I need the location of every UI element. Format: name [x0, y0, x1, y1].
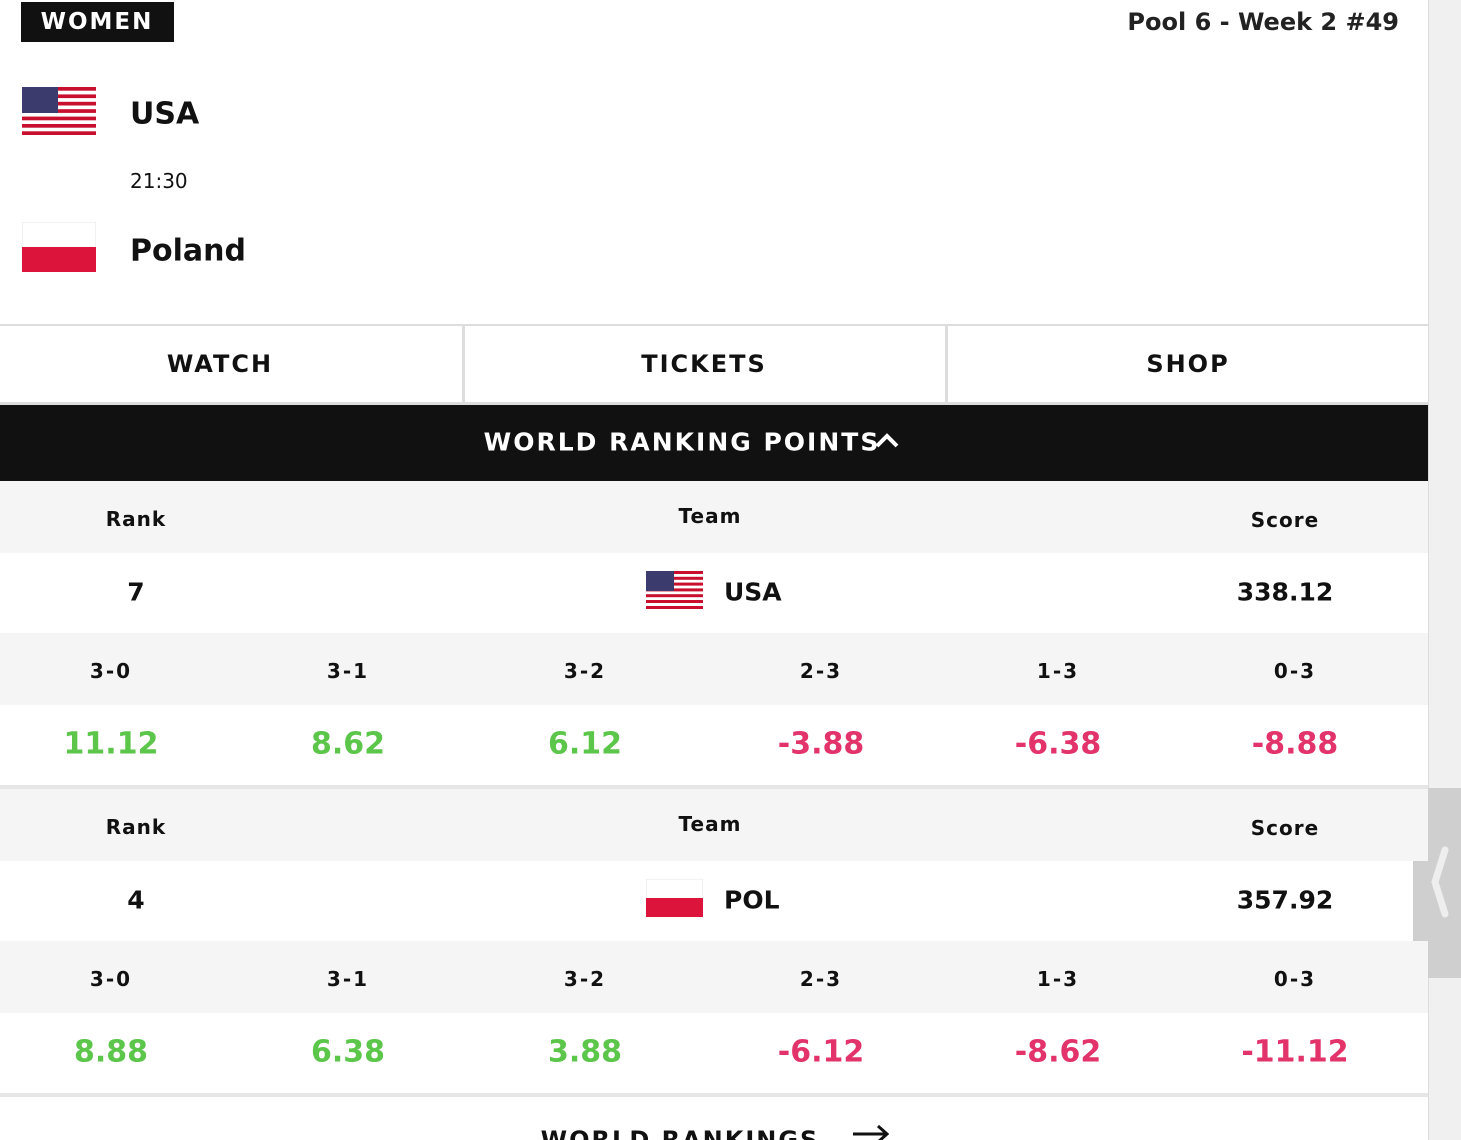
team: POL [724, 885, 780, 915]
collapse-icon[interactable] [874, 432, 900, 450]
away-team: Poland [130, 233, 246, 269]
outcome: 1-3 [1036, 659, 1080, 683]
outcome: 0-3 [1273, 659, 1317, 683]
team-label: Team [678, 812, 742, 836]
action-button[interactable]: SHOP [1146, 350, 1230, 378]
outcome: 1-3 [1036, 967, 1080, 991]
header-row [0, 481, 1428, 553]
points: -3.88 [777, 726, 865, 762]
team-flag [645, 878, 704, 918]
outcome-row [0, 941, 1428, 1013]
outcome: 3-1 [326, 659, 370, 683]
divider [0, 402, 1428, 405]
divider [0, 324, 1428, 326]
rank: 7 [127, 577, 145, 607]
points: -11.12 [1241, 1034, 1349, 1070]
separator [0, 1093, 1428, 1097]
points: -8.62 [1014, 1034, 1102, 1070]
outcome-row [0, 633, 1428, 705]
team-label: Team [678, 504, 742, 528]
side-tab-icon [1431, 846, 1449, 918]
outcome: 2-3 [799, 967, 843, 991]
points: 11.12 [63, 726, 159, 762]
team-flag [646, 571, 703, 609]
points: 6.38 [310, 1034, 386, 1070]
outcome: 3-0 [89, 659, 133, 683]
ranking-bar[interactable] [0, 405, 1428, 481]
score-label: Score [1250, 508, 1320, 532]
outcome: 0-3 [1273, 967, 1317, 991]
action-button[interactable]: TICKETS [641, 350, 767, 378]
match-time: 21:30 [130, 169, 188, 193]
divider [462, 326, 465, 402]
action-button[interactable]: WATCH [166, 350, 274, 378]
score-label: Score [1250, 816, 1320, 840]
points: -8.88 [1251, 726, 1339, 762]
flag-usa [22, 87, 96, 135]
flag-poland [22, 222, 96, 272]
ranking-title[interactable]: WORLD RANKING POINTS [483, 427, 881, 457]
category-badge [21, 2, 174, 42]
footer-link[interactable]: WORLD RANKINGS [540, 1126, 820, 1140]
outcome: 3-2 [563, 659, 607, 683]
rank-label: Rank [105, 507, 167, 531]
team: USA [724, 577, 782, 607]
home-team: USA [130, 96, 200, 132]
outcome: 3-0 [89, 967, 133, 991]
pool: Pool 6 - Week 2 #49 [1127, 8, 1399, 36]
score: 338.12 [1236, 577, 1334, 607]
separator [0, 785, 1428, 789]
outcome: 3-2 [563, 967, 607, 991]
score: 357.92 [1236, 885, 1334, 915]
team-flag-box [645, 878, 704, 918]
outcome: 3-1 [326, 967, 370, 991]
rank: 4 [127, 885, 145, 915]
arrow-icon[interactable] [851, 1122, 891, 1140]
points: 8.62 [310, 726, 386, 762]
category: WOMEN [40, 9, 154, 35]
points: 6.12 [547, 726, 623, 762]
header-row [0, 789, 1428, 861]
points: 3.88 [547, 1034, 623, 1070]
outcome: 2-3 [799, 659, 843, 683]
points: 8.88 [73, 1034, 149, 1070]
team-flag-box [646, 571, 703, 609]
divider [945, 326, 948, 402]
points: -6.12 [777, 1034, 865, 1070]
points: -6.38 [1014, 726, 1102, 762]
rank-label: Rank [105, 815, 167, 839]
